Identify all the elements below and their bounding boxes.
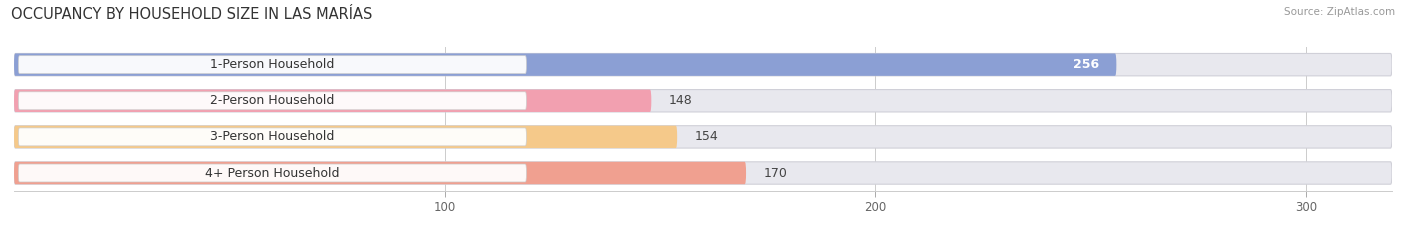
- FancyBboxPatch shape: [18, 164, 526, 182]
- Text: 256: 256: [1073, 58, 1099, 71]
- FancyBboxPatch shape: [18, 56, 526, 74]
- FancyBboxPatch shape: [14, 126, 678, 148]
- FancyBboxPatch shape: [14, 89, 1392, 112]
- Text: 4+ Person Household: 4+ Person Household: [205, 167, 340, 179]
- FancyBboxPatch shape: [14, 126, 1392, 148]
- Text: 2-Person Household: 2-Person Household: [211, 94, 335, 107]
- FancyBboxPatch shape: [14, 53, 1392, 76]
- Text: 148: 148: [669, 94, 692, 107]
- Text: OCCUPANCY BY HOUSEHOLD SIZE IN LAS MARÍAS: OCCUPANCY BY HOUSEHOLD SIZE IN LAS MARÍA…: [11, 7, 373, 22]
- Text: 1-Person Household: 1-Person Household: [211, 58, 335, 71]
- FancyBboxPatch shape: [14, 89, 651, 112]
- Text: 154: 154: [695, 130, 718, 143]
- FancyBboxPatch shape: [18, 92, 526, 110]
- FancyBboxPatch shape: [18, 128, 526, 146]
- FancyBboxPatch shape: [14, 162, 1392, 184]
- Text: 3-Person Household: 3-Person Household: [211, 130, 335, 143]
- FancyBboxPatch shape: [14, 162, 747, 184]
- Text: 170: 170: [763, 167, 787, 179]
- Text: Source: ZipAtlas.com: Source: ZipAtlas.com: [1284, 7, 1395, 17]
- FancyBboxPatch shape: [14, 53, 1116, 76]
